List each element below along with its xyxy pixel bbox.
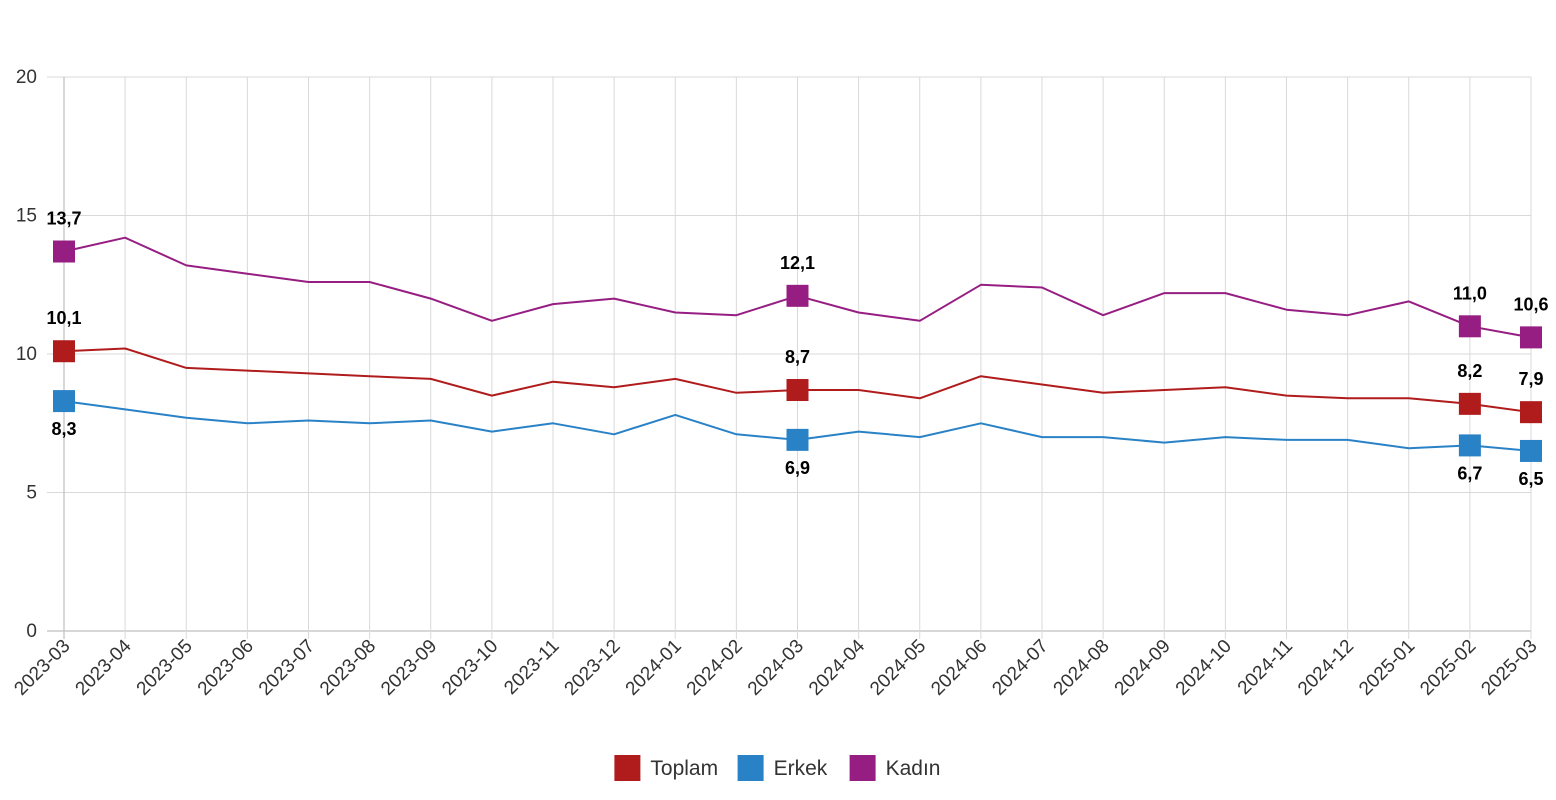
data-label: 6,9	[785, 458, 810, 478]
legend-label: Kadın	[886, 757, 941, 780]
data-point-marker	[1520, 401, 1542, 424]
y-tick-label: 15	[16, 206, 37, 227]
data-label: 6,7	[1457, 463, 1482, 483]
x-tick-label: 2023-11	[500, 636, 563, 699]
data-label: 12,1	[780, 253, 815, 273]
legend-label: Erkek	[774, 757, 828, 780]
x-tick-label: 2025-02	[1416, 636, 1480, 700]
x-tick-label: 2024-12	[1294, 636, 1358, 700]
x-tick-label: 2024-02	[683, 636, 747, 700]
data-point-marker	[53, 240, 75, 263]
data-label: 8,3	[51, 419, 76, 439]
data-point-marker	[786, 428, 809, 451]
legend-swatch	[849, 755, 876, 781]
x-tick-label: 2023-10	[438, 636, 502, 700]
x-tick-label: 2023-07	[255, 636, 319, 700]
x-tick-label: 2024-04	[805, 635, 869, 699]
data-label: 10,6	[1513, 294, 1548, 314]
x-tick-label: 2024-06	[927, 636, 991, 700]
data-point-marker	[1520, 439, 1542, 462]
y-tick-label: 20	[16, 67, 37, 88]
data-point-marker	[1458, 315, 1481, 338]
data-label: 11,0	[1453, 283, 1487, 303]
x-tick-label: 2024-10	[1172, 636, 1236, 700]
x-tick-label: 2024-05	[866, 636, 930, 700]
data-point-marker	[786, 284, 809, 307]
legend: Toplam Erkek Kadın	[614, 755, 940, 781]
data-label: 7,9	[1518, 369, 1543, 389]
x-tick-label: 2024-11	[1234, 636, 1297, 699]
data-label: 6,5	[1518, 469, 1543, 489]
x-tick-label: 2024-09	[1111, 636, 1175, 700]
y-tick-label: 0	[26, 621, 37, 642]
data-label: 13,7	[46, 209, 81, 229]
x-tick-label: 2024-01	[622, 636, 686, 700]
x-tick-label: 2023-12	[561, 636, 625, 700]
data-point-marker	[786, 379, 809, 402]
data-label: 8,7	[785, 347, 810, 367]
y-tick-label: 10	[16, 344, 37, 365]
legend-item-erkek[interactable]: Erkek	[737, 755, 828, 781]
legend-label: Toplam	[650, 757, 718, 780]
x-tick-label: 2024-08	[1050, 636, 1114, 700]
axes: 051015202023-032023-042023-052023-062023…	[10, 67, 1541, 700]
legend-swatch	[614, 755, 641, 781]
data-point-marker	[53, 340, 75, 363]
legend-item-toplam[interactable]: Toplam	[614, 755, 718, 781]
x-tick-label: 2023-05	[133, 636, 197, 700]
series-markers	[53, 240, 1542, 462]
data-point-marker	[1458, 392, 1481, 415]
x-tick-label: 2025-01	[1355, 636, 1419, 700]
data-label: 8,2	[1457, 361, 1482, 381]
x-tick-label: 2023-04	[72, 635, 136, 699]
x-tick-label: 2023-03	[10, 636, 74, 700]
data-labels: 10,1 8,7 8,2 7,9 8,3 6,9 6,7 6,5 13,7 12,1 11,0 10,…	[46, 209, 1548, 489]
legend-swatch	[737, 755, 764, 781]
y-tick-label: 5	[26, 483, 37, 504]
x-tick-label: 2025-03	[1477, 636, 1541, 700]
legend-item-kadın[interactable]: Kadın	[849, 755, 941, 781]
x-tick-label: 2023-08	[316, 636, 380, 700]
x-tick-label: 2023-06	[194, 636, 258, 700]
data-point-marker	[53, 390, 75, 413]
x-tick-label: 2024-07	[988, 636, 1052, 700]
data-point-marker	[1458, 434, 1481, 457]
data-label: 10,1	[46, 308, 81, 328]
data-point-marker	[1520, 326, 1542, 349]
x-tick-label: 2023-09	[377, 636, 441, 700]
x-tick-label: 2024-03	[744, 636, 808, 700]
grid	[47, 76, 1532, 639]
